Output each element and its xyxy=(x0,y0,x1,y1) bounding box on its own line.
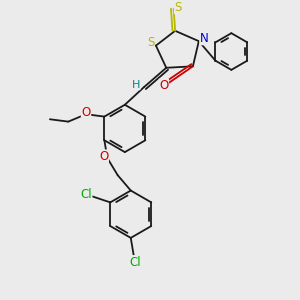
Text: S: S xyxy=(174,1,182,13)
Text: N: N xyxy=(200,32,208,45)
Text: Cl: Cl xyxy=(80,188,92,202)
Text: H: H xyxy=(132,80,140,90)
Text: S: S xyxy=(147,36,154,49)
Text: O: O xyxy=(81,106,91,119)
Text: Cl: Cl xyxy=(129,256,141,268)
Text: O: O xyxy=(159,79,169,92)
Text: O: O xyxy=(99,150,108,163)
